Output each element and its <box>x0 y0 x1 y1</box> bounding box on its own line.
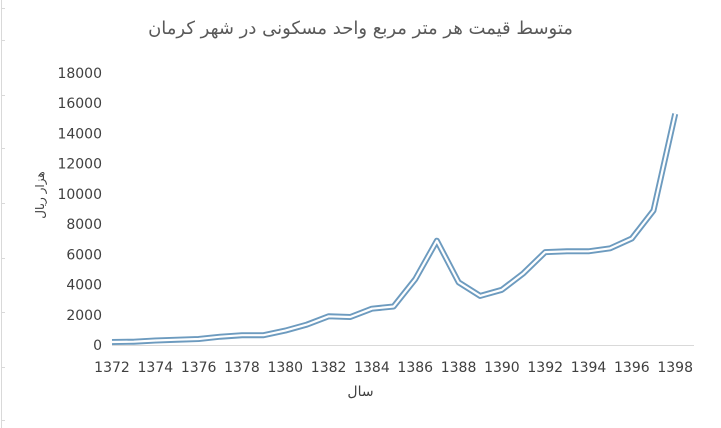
x-tick-label: 1386 <box>397 360 433 376</box>
x-tick-label: 1378 <box>224 360 260 376</box>
x-tick-label: 1396 <box>614 360 650 376</box>
x-tick-label: 1380 <box>267 360 303 376</box>
left-edge-divider <box>1 0 2 428</box>
edge-tick <box>1 148 5 149</box>
y-tick-label: 18000 <box>57 66 102 82</box>
x-tick-label: 1372 <box>94 360 130 376</box>
y-tick-label: 10000 <box>57 187 102 203</box>
edge-tick <box>1 258 5 259</box>
y-tick-label: 8000 <box>66 217 102 233</box>
x-tick-label: 1394 <box>571 360 607 376</box>
x-tick-label: 1390 <box>484 360 520 376</box>
edge-tick <box>1 203 5 204</box>
x-axis-label: سال <box>347 384 374 400</box>
edge-tick <box>1 312 5 313</box>
edge-tick <box>1 8 5 9</box>
chart-title: متوسط قیمت هر متر مربع واحد مسکونی در شه… <box>148 18 573 39</box>
edge-tick <box>1 420 5 421</box>
edge-tick <box>1 40 5 41</box>
y-tick-label: 12000 <box>57 157 102 173</box>
x-tick-label: 1384 <box>354 360 390 376</box>
edge-tick <box>1 95 5 96</box>
x-tick-label: 1388 <box>441 360 477 376</box>
series-line <box>111 113 679 345</box>
x-tick-label: 1382 <box>311 360 347 376</box>
x-tick-label: 1374 <box>138 360 174 376</box>
edge-tick <box>1 367 5 368</box>
y-tick-label: 6000 <box>66 247 102 263</box>
y-tick-label: 0 <box>93 338 102 354</box>
x-tick-label: 1392 <box>527 360 563 376</box>
x-tick-label: 1376 <box>181 360 217 376</box>
x-tick-label: 1398 <box>657 360 693 376</box>
y-tick-label: 4000 <box>66 278 102 294</box>
y-tick-label: 2000 <box>66 308 102 324</box>
y-tick-label: 16000 <box>57 96 102 112</box>
y-tick-label: 14000 <box>57 126 102 142</box>
